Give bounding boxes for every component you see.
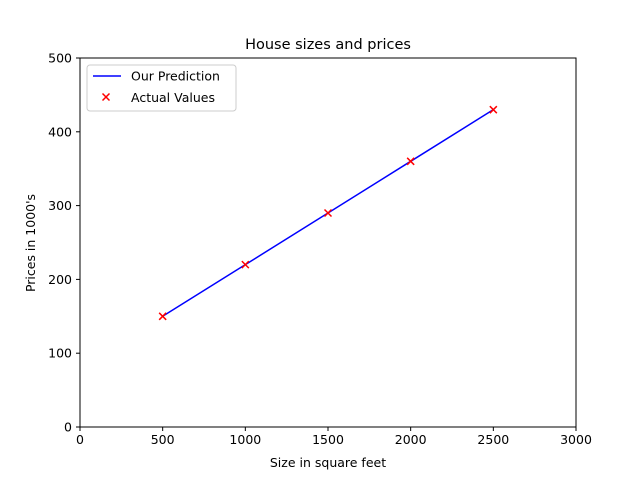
actual-value-point (241, 260, 250, 269)
x-tick-label: 3000 (560, 432, 592, 447)
actual-value-point (406, 157, 415, 166)
actual-value-point (158, 312, 167, 321)
y-axis-label: Prices in 1000's (23, 194, 38, 292)
y-tick-label: 500 (48, 51, 72, 66)
x-tick-label: 500 (151, 432, 175, 447)
x-tick-label: 2000 (395, 432, 427, 447)
x-tick-label: 0 (76, 432, 84, 447)
y-tick-label: 0 (64, 420, 72, 435)
y-tick-label: 100 (48, 346, 72, 361)
actual-value-point (323, 208, 333, 218)
x-axis-ticks: 0 500 1000 1500 2000 2500 3000 (76, 427, 592, 447)
y-tick-label: 300 (48, 198, 72, 213)
y-tick-label: 200 (48, 272, 72, 287)
legend-label-actual: Actual Values (131, 90, 215, 105)
legend-label-prediction: Our Prediction (131, 69, 220, 84)
actual-value-point (489, 105, 498, 114)
plot-area (79, 57, 577, 428)
series-layer (158, 105, 498, 321)
legend-frame (86, 64, 237, 112)
chart-title: House sizes and prices (245, 37, 411, 53)
legend: Our Prediction Actual Values (86, 64, 237, 112)
x-tick-label: 1500 (312, 432, 344, 447)
legend-marker-swatch (101, 92, 111, 102)
x-tick-label: 1000 (229, 432, 261, 447)
x-axis-label: Size in square feet (270, 455, 386, 470)
y-axis-ticks: 0 100 200 300 400 500 (48, 51, 80, 435)
x-tick-label: 2500 (477, 432, 509, 447)
y-tick-label: 400 (48, 124, 72, 139)
